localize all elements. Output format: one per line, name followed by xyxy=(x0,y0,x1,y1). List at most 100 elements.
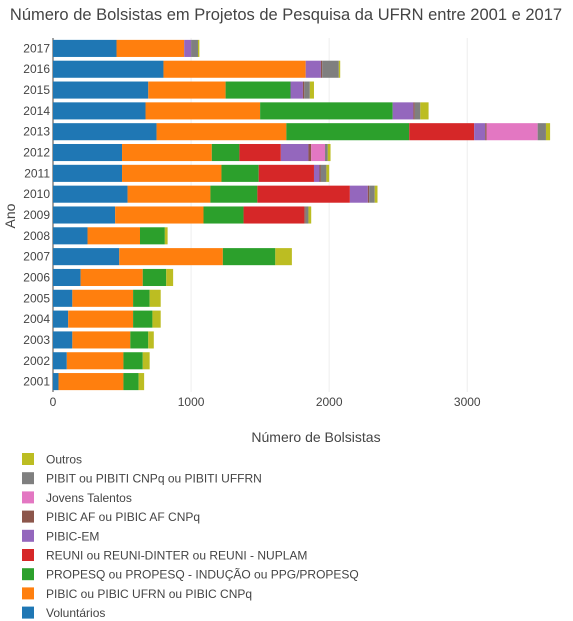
y-tick-label: 2005 xyxy=(23,291,50,305)
bar-segment xyxy=(58,373,124,391)
bar-segment xyxy=(485,123,487,141)
y-tick-label: 2011 xyxy=(24,166,50,180)
bar-segment xyxy=(320,164,327,182)
bar-segment xyxy=(184,39,192,57)
bar-segment xyxy=(260,102,393,120)
x-tick-label: 3000 xyxy=(454,395,481,409)
bar-segment xyxy=(53,143,123,162)
bar-segment xyxy=(239,143,281,162)
bar-segment xyxy=(149,289,161,307)
bar-segment xyxy=(53,227,88,245)
bar-segment xyxy=(275,248,292,266)
legend-swatch xyxy=(22,491,34,504)
bar-segment xyxy=(53,331,73,349)
y-tick-label: 2014 xyxy=(23,104,50,118)
legend-swatch xyxy=(22,472,34,485)
bar-segment xyxy=(308,143,312,162)
legend-item[interactable]: PIBIT ou PIBITI CNPq ou PIBITI UFFRN xyxy=(22,472,262,486)
bar-segment xyxy=(133,289,150,307)
legend-label: Outros xyxy=(46,453,82,467)
bar-segment xyxy=(53,60,164,78)
bar-segment xyxy=(309,81,314,99)
bar-segment xyxy=(290,81,303,99)
x-tick-label: 0 xyxy=(50,395,57,409)
bar-segment xyxy=(53,268,81,287)
bar-segment xyxy=(122,143,212,162)
legend-item[interactable]: PIBIC AF ou PIBIC AF CNPq xyxy=(22,510,200,524)
legend-item[interactable]: Voluntários xyxy=(22,606,105,620)
bar-segment xyxy=(80,268,143,287)
legend-swatch xyxy=(22,529,34,542)
bar-segment xyxy=(486,123,538,141)
bar-segment xyxy=(123,352,143,370)
bar-segment xyxy=(374,185,378,203)
bar-segment xyxy=(53,81,149,99)
bar-segment xyxy=(148,81,226,99)
bar-segment xyxy=(221,164,259,182)
bar-segment xyxy=(308,206,312,224)
y-tick-label: 2012 xyxy=(23,146,50,160)
bar-segment xyxy=(66,352,124,370)
bar-segment xyxy=(203,206,244,224)
legend-label: Voluntários xyxy=(46,606,105,620)
bar-segment xyxy=(87,227,140,245)
bar-segment xyxy=(257,185,350,203)
bar-segment xyxy=(474,123,486,141)
legend-swatch xyxy=(22,453,34,465)
bar-segment xyxy=(327,143,331,162)
bars xyxy=(53,39,551,391)
bar-segment xyxy=(116,39,185,57)
y-tick-labels: 2001 2002 2003 2004 2005 2006 2007 2008 2009 2010… xyxy=(23,41,50,388)
bar-segment xyxy=(166,268,174,287)
legend-swatch xyxy=(22,549,34,561)
bar-segment xyxy=(53,248,120,266)
bar-segment xyxy=(68,310,134,328)
y-tick-label: 2015 xyxy=(23,83,50,97)
legend-item[interactable]: Jovens Talentos xyxy=(22,491,132,505)
bar-segment xyxy=(138,373,145,391)
bar-segment xyxy=(115,206,204,224)
bar-segment xyxy=(225,81,291,99)
y-tick-label: 2002 xyxy=(23,354,50,368)
legend-swatch xyxy=(22,568,34,581)
legend-item[interactable]: PIBIC ou PIBIC UFRN ou PIBIC CNPq xyxy=(22,587,252,601)
bar-segment xyxy=(313,164,320,182)
bar-segment xyxy=(72,331,131,349)
bar-segment xyxy=(53,352,67,370)
bar-segment xyxy=(545,123,551,141)
legend-item[interactable]: PROPESQ ou PROPESQ - INDUÇÃO ou PPG/PROP… xyxy=(22,568,359,582)
legend-item[interactable]: PIBIC-EM xyxy=(22,529,99,543)
legend: Outros PIBIT ou PIBITI CNPq ou PIBITI UFF… xyxy=(22,453,359,620)
bar-segment xyxy=(123,373,139,391)
bar-segment xyxy=(420,102,429,120)
bar-segment xyxy=(148,331,154,349)
bar-segment xyxy=(210,185,258,203)
y-axis-title: Ano xyxy=(2,203,18,228)
legend-label: PIBIC-EM xyxy=(46,529,99,543)
bar-segment xyxy=(119,248,223,266)
y-tick-label: 2004 xyxy=(23,312,50,326)
y-tick-label: 2001 xyxy=(23,375,50,389)
chart-title: Número de Bolsistas em Projetos de Pesqu… xyxy=(10,6,562,24)
bar-segment xyxy=(72,289,134,307)
bar-segment xyxy=(53,289,73,307)
legend-item[interactable]: REUNI ou REUNI-DINTER ou REUNI - NUPLAM xyxy=(22,549,307,563)
bar-segment xyxy=(53,102,146,120)
y-tick-label: 2017 xyxy=(23,41,50,55)
legend-item[interactable]: Outros xyxy=(22,453,82,467)
bar-segment xyxy=(222,248,276,266)
bar-segment xyxy=(537,123,546,141)
bar-segment xyxy=(392,102,414,120)
bar-segment xyxy=(304,81,310,99)
x-tick-labels: 0 1000 2000 3000 xyxy=(50,395,481,409)
bar-segment xyxy=(139,227,165,245)
bar-segment xyxy=(53,164,123,182)
x-tick-label: 2000 xyxy=(316,395,343,409)
bar-segment xyxy=(305,206,309,224)
legend-label: REUNI ou REUNI-DINTER ou REUNI - NUPLAM xyxy=(46,549,307,563)
bar-segment xyxy=(191,39,198,57)
y-tick-label: 2009 xyxy=(23,208,50,222)
bar-segment xyxy=(53,185,128,203)
bar-segment xyxy=(127,185,211,203)
